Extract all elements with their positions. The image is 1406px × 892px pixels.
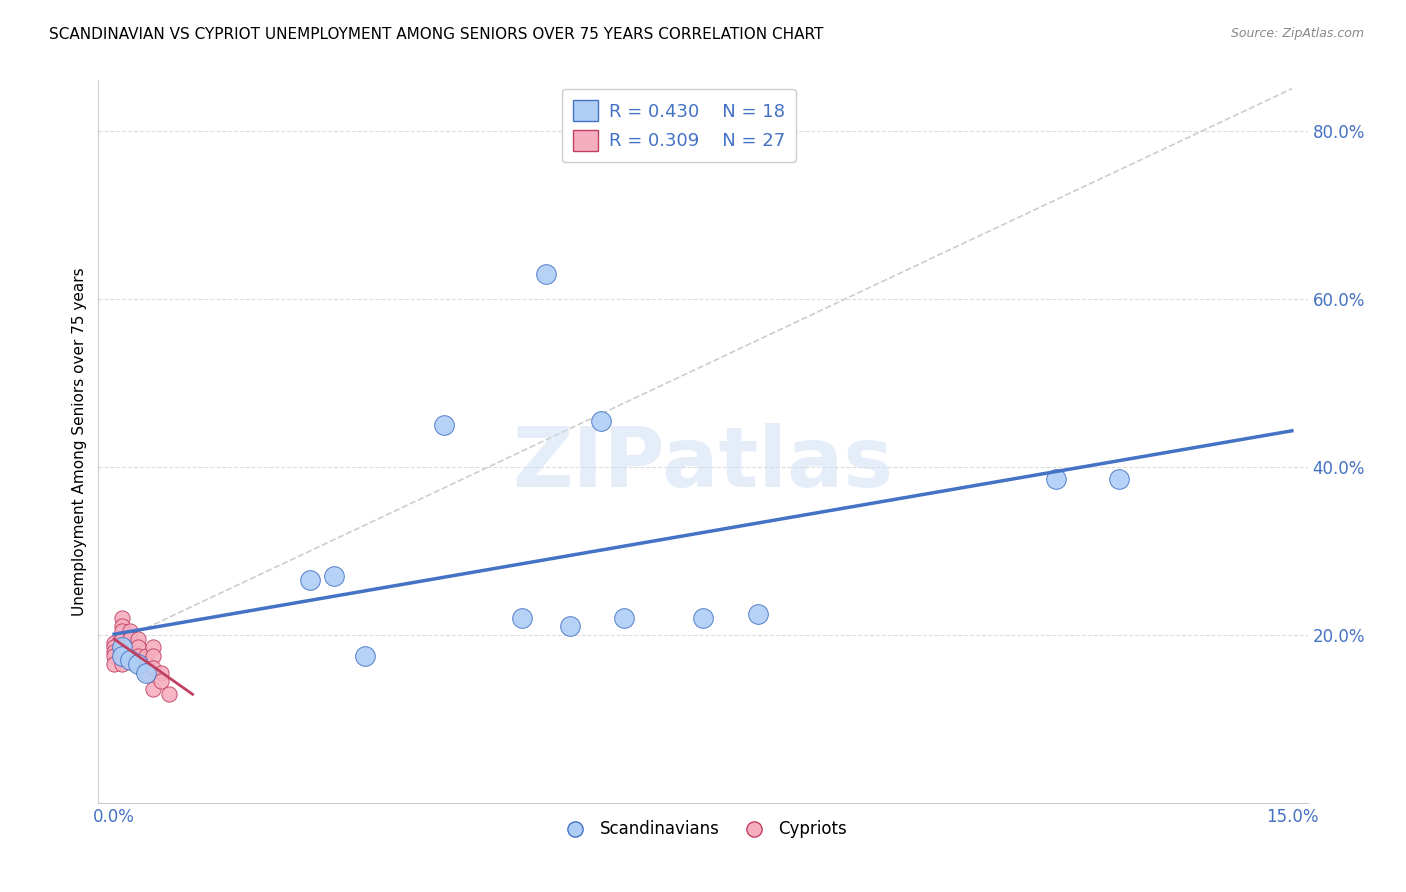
Point [103,644,125,658]
Y-axis label: Unemployment Among Seniors over 75 years: Unemployment Among Seniors over 75 years [72,268,87,615]
Legend: Scandinavians, Cypriots: Scandinavians, Cypriots [553,814,853,845]
Point [111,624,134,638]
Text: Source: ZipAtlas.com: Source: ZipAtlas.com [1230,27,1364,40]
Point [135,657,157,672]
Point [127,648,149,663]
Point [1108,472,1130,486]
Point [299,573,322,587]
Point [135,665,157,680]
Point [692,611,714,625]
Point [118,624,141,638]
Point [433,417,456,432]
Point [103,640,125,655]
Point [103,648,125,663]
Text: ZIPatlas: ZIPatlas [513,423,893,504]
Point [111,632,134,646]
Point [111,657,134,672]
Point [118,644,141,658]
Point [142,648,165,663]
Text: SCANDINAVIAN VS CYPRIOT UNEMPLOYMENT AMONG SENIORS OVER 75 YEARS CORRELATION CHA: SCANDINAVIAN VS CYPRIOT UNEMPLOYMENT AMO… [49,27,824,42]
Point [1045,472,1067,486]
Point [558,619,581,633]
Point [118,653,141,667]
Point [589,413,612,427]
Point [613,611,636,625]
Point [103,636,125,650]
Point [534,267,557,281]
Point [111,640,134,655]
Point [127,640,149,655]
Point [512,611,534,625]
Point [103,657,125,672]
Point [118,632,141,646]
Point [135,665,157,680]
Point [323,569,346,583]
Point [150,673,173,688]
Point [142,661,165,675]
Point [111,611,134,625]
Point [111,619,134,633]
Point [127,657,149,672]
Point [354,648,377,663]
Point [150,665,173,680]
Point [111,640,134,655]
Point [111,648,134,663]
Point [142,682,165,697]
Point [747,607,769,621]
Point [142,640,165,655]
Point [157,687,180,701]
Point [135,648,157,663]
Point [127,632,149,646]
